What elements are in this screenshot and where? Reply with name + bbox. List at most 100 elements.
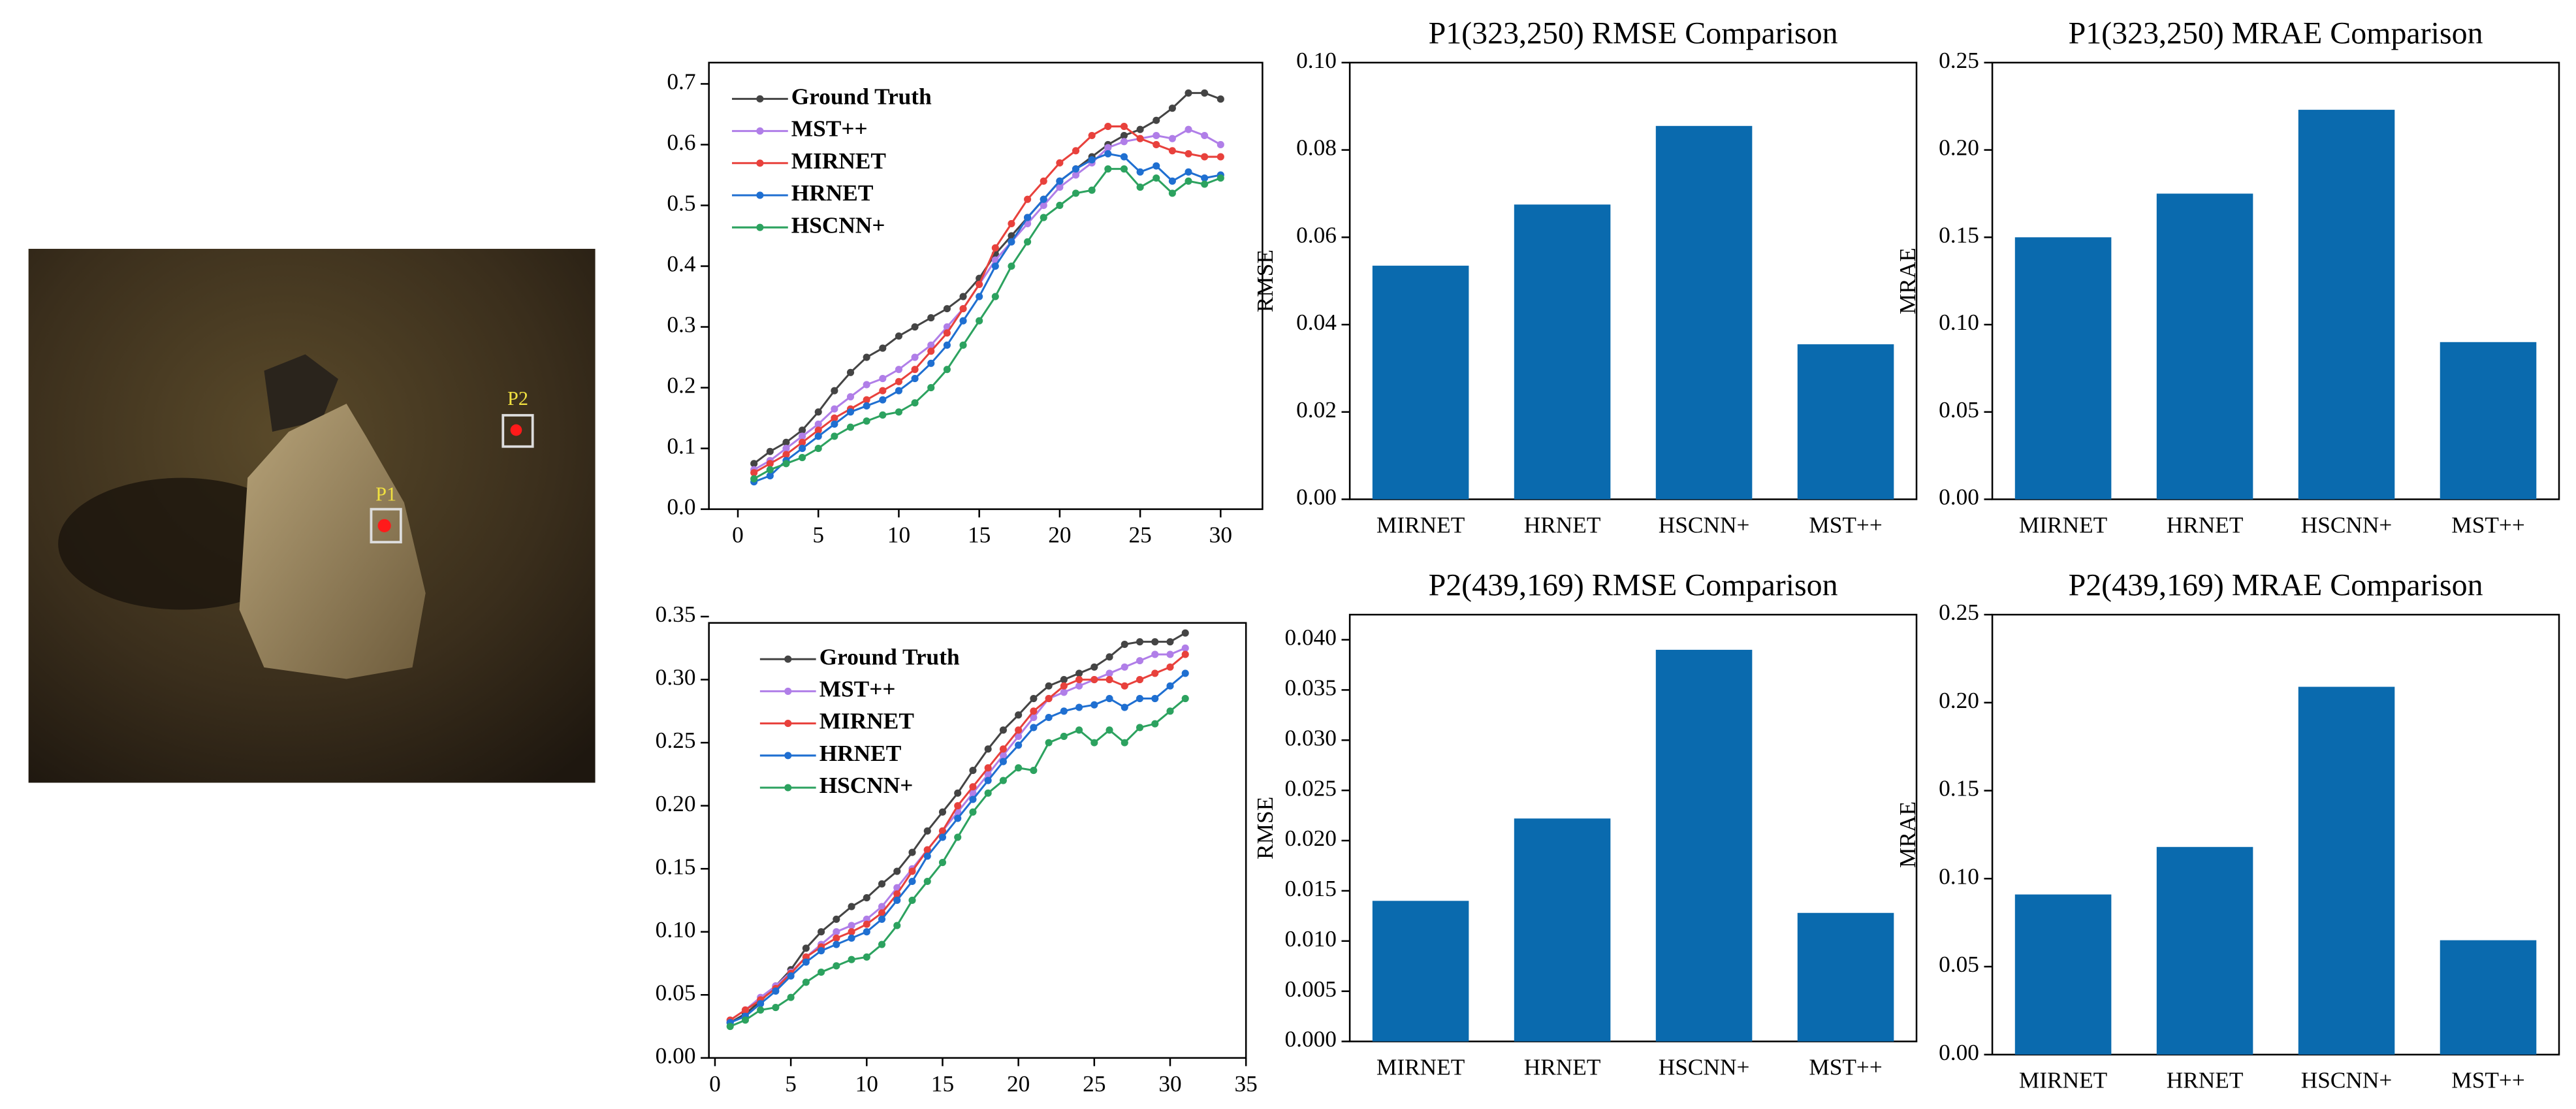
series-point: [895, 387, 902, 394]
series-point: [1056, 184, 1064, 191]
series-point: [863, 953, 870, 961]
series-point: [1120, 138, 1128, 146]
rock: [239, 404, 426, 679]
y-tick-label: 0.02: [1296, 397, 1337, 423]
y-tick-label: 0.20: [656, 791, 696, 816]
series-point: [943, 341, 951, 349]
series-point: [772, 987, 780, 995]
legend-label: MIRNET: [791, 148, 887, 174]
series-point: [1008, 262, 1015, 270]
series-point: [766, 466, 774, 474]
series-point: [1166, 651, 1174, 658]
chart-title: P1(323,250) MRAE Comparison: [2069, 16, 2483, 51]
x-tick-label: HRNET: [1524, 1055, 1601, 1080]
series-point: [1168, 147, 1176, 155]
series-point: [991, 244, 999, 252]
series-point: [750, 475, 758, 483]
series-point: [1105, 676, 1113, 684]
x-tick-label: 25: [1083, 1071, 1105, 1097]
y-tick-label: 0.15: [656, 854, 696, 879]
series-point: [750, 460, 758, 468]
series-point: [895, 366, 902, 374]
x-tick-label: HRNET: [1524, 512, 1601, 538]
p2-box: [501, 413, 534, 448]
legend-marker: [756, 191, 764, 199]
x-tick-label: HSCNN+: [1659, 1055, 1750, 1080]
legend-label: MST++: [791, 116, 868, 142]
series-point: [927, 314, 935, 322]
series-point: [991, 262, 999, 270]
legend-marker: [756, 127, 764, 135]
series-point: [1136, 184, 1144, 191]
series-point: [1060, 676, 1068, 684]
y-tick-label: 0.00: [656, 1043, 696, 1069]
y-tick-label: 0.030: [1284, 725, 1336, 750]
legend-label: HRNET: [819, 741, 902, 766]
series-point: [831, 420, 838, 428]
series-point: [863, 928, 870, 936]
series-point: [959, 341, 967, 349]
series-point: [911, 375, 919, 383]
series-point: [976, 317, 983, 325]
y-tick-label: 0.20: [1939, 688, 1979, 713]
series-point: [1104, 123, 1112, 131]
bar: [1372, 265, 1469, 500]
series-point: [1030, 707, 1038, 715]
y-tick-label: 0.005: [1284, 976, 1336, 1002]
series-point: [1024, 195, 1032, 203]
y-axis-label: MRAE: [1895, 248, 1920, 314]
y-tick-label: 0.035: [1284, 675, 1336, 701]
series-point: [959, 305, 967, 313]
series-point: [1201, 174, 1209, 182]
series-point: [879, 396, 887, 404]
series-point: [1151, 638, 1159, 646]
y-tick-label: 0.010: [1284, 926, 1336, 952]
y-tick-label: 0.0: [667, 494, 695, 520]
series-point: [1216, 174, 1224, 182]
y-tick-label: 0.10: [1939, 863, 1979, 889]
series-point: [1090, 739, 1098, 747]
series-point: [814, 420, 822, 428]
series-point: [1166, 663, 1174, 671]
series-point: [814, 432, 822, 440]
legend-marker: [784, 655, 792, 663]
series-point: [766, 472, 774, 480]
series-point: [863, 920, 870, 928]
series-point: [831, 405, 838, 413]
series-point: [833, 940, 840, 948]
series-point: [969, 783, 977, 791]
series-point: [1185, 150, 1192, 157]
series-point: [938, 858, 947, 867]
y-axis-label: RMSE: [1252, 797, 1278, 860]
series-point: [878, 880, 886, 888]
series-point: [1185, 177, 1192, 185]
series-point: [923, 852, 931, 860]
series-point: [802, 978, 810, 986]
series-point: [1072, 165, 1080, 173]
series-point: [1060, 682, 1068, 690]
series-point: [1030, 694, 1038, 703]
series-point: [1153, 174, 1160, 182]
series-point: [741, 1016, 749, 1024]
series-point: [911, 399, 919, 407]
series-point: [1105, 669, 1113, 677]
series-point: [1151, 720, 1159, 728]
series-point: [893, 867, 901, 875]
series-point: [863, 402, 870, 410]
series-point: [927, 341, 935, 349]
plot-frame: [708, 61, 1264, 510]
x-tick-label: 5: [785, 1071, 797, 1097]
series-point: [846, 423, 855, 431]
legend-label: HRNET: [791, 180, 874, 206]
y-tick-label: 0.25: [1939, 48, 1979, 73]
series-point: [741, 1006, 749, 1014]
y-tick-label: 0.05: [1939, 952, 1979, 977]
series-point: [991, 293, 999, 300]
series-point: [802, 958, 810, 966]
series-point: [908, 867, 916, 875]
p1-box: [370, 507, 402, 543]
x-tick-label: 10: [887, 522, 910, 548]
series-point: [895, 378, 902, 385]
series-point: [879, 344, 887, 352]
series-point: [1090, 676, 1098, 684]
